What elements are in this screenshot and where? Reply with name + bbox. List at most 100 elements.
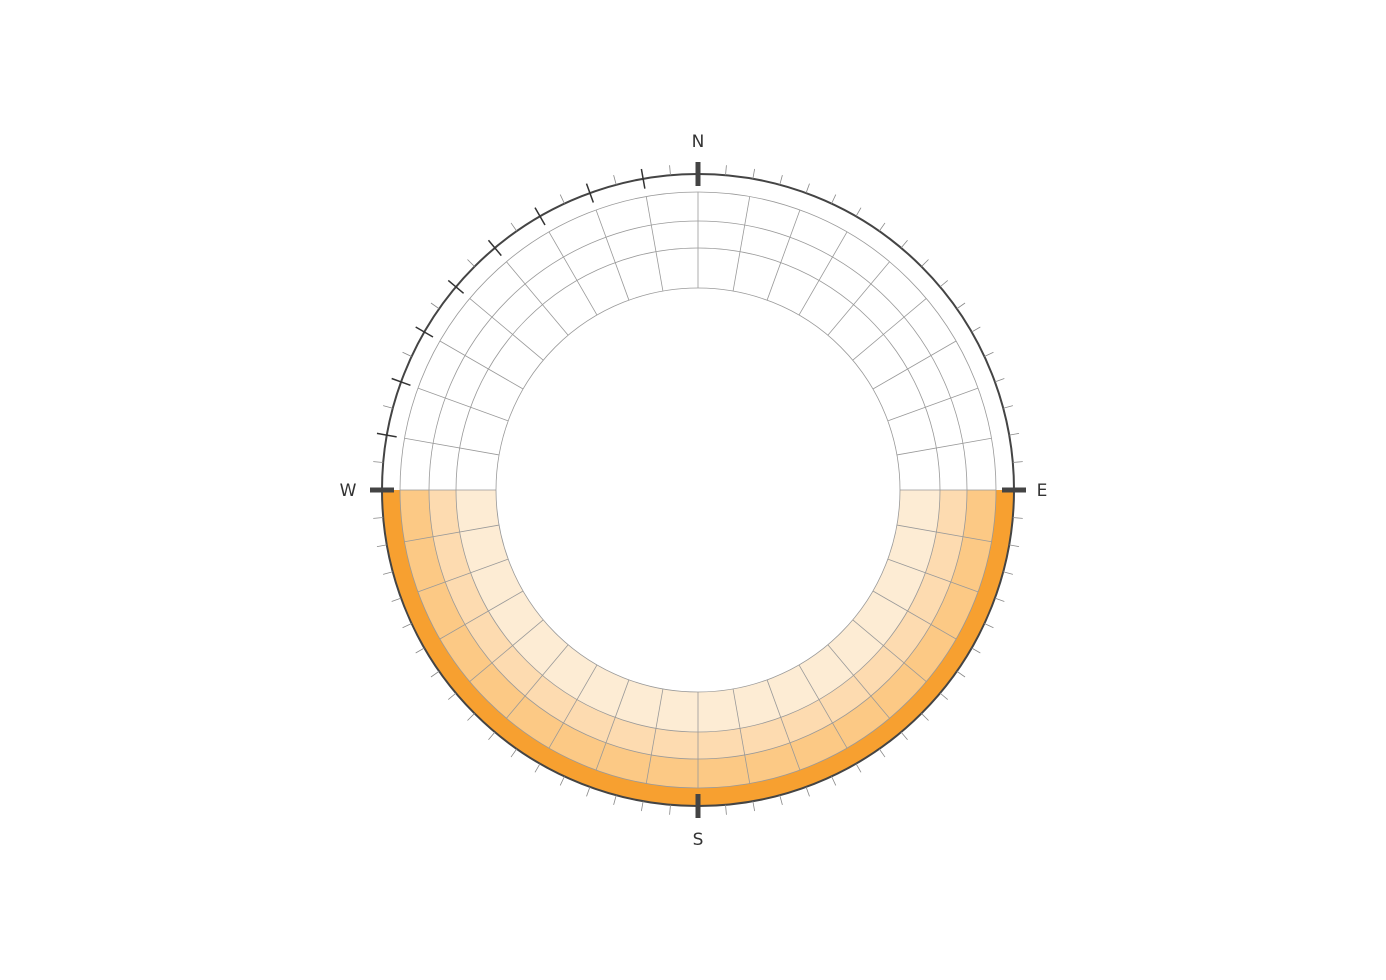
tick — [640, 801, 644, 812]
tick — [878, 222, 886, 232]
ring-fill — [456, 490, 940, 732]
tick — [725, 804, 727, 815]
tick — [559, 194, 565, 204]
tick — [669, 165, 671, 176]
tick — [956, 302, 966, 310]
tick — [921, 713, 929, 721]
grid-spoke — [404, 524, 500, 543]
tick — [534, 207, 546, 226]
tick — [994, 378, 1005, 383]
grid-spoke — [896, 437, 992, 456]
tick — [1012, 517, 1023, 519]
tick — [376, 544, 387, 548]
tick — [831, 776, 837, 786]
tick — [878, 748, 886, 758]
tick — [855, 763, 862, 773]
grid-spoke — [732, 196, 751, 292]
tick — [971, 647, 981, 654]
tick — [467, 713, 475, 721]
grid-spoke — [506, 261, 569, 336]
tick — [430, 302, 440, 310]
grid-spoke — [404, 437, 500, 456]
tick — [376, 432, 397, 438]
tick — [383, 405, 393, 409]
tick — [1009, 544, 1020, 548]
tick — [779, 175, 783, 185]
tick — [779, 795, 783, 805]
grid-spoke — [439, 590, 524, 640]
grid-ring — [495, 287, 901, 693]
tick — [467, 259, 475, 267]
tick — [586, 786, 591, 797]
tick — [994, 597, 1005, 602]
grid-spoke — [827, 644, 890, 719]
tick — [921, 259, 929, 267]
tick — [725, 165, 727, 176]
tick — [831, 194, 837, 204]
grid-spoke — [732, 688, 751, 784]
grid-spoke — [766, 679, 801, 771]
grid-spoke — [506, 644, 569, 719]
tick — [383, 571, 393, 575]
grid-spoke — [469, 298, 544, 361]
grid-spoke — [595, 679, 630, 771]
grid-spoke — [548, 231, 598, 316]
grid-spoke — [766, 209, 801, 301]
tick — [613, 175, 617, 185]
grid-spoke — [798, 231, 848, 316]
grid-spoke — [872, 340, 957, 390]
tick — [402, 351, 412, 357]
tick — [534, 763, 541, 773]
tick — [939, 280, 948, 288]
tick — [971, 326, 981, 333]
tick — [752, 168, 756, 179]
west-label: W — [340, 481, 357, 501]
east-label: E — [1037, 481, 1048, 501]
grid-spoke — [595, 209, 630, 301]
grid-spoke — [548, 664, 598, 749]
tick — [373, 517, 384, 519]
grid-spoke — [887, 558, 979, 593]
tick — [585, 183, 595, 203]
tick — [415, 326, 434, 338]
tick — [900, 240, 908, 249]
tick — [613, 795, 617, 805]
tick — [1003, 571, 1013, 575]
north-label: N — [692, 132, 705, 152]
grid-spoke — [439, 340, 524, 390]
grid-spoke — [852, 619, 927, 682]
tick — [1003, 405, 1013, 409]
grid-spoke — [827, 261, 890, 336]
ring-fill — [429, 490, 967, 759]
grid-spoke — [887, 387, 979, 422]
grid-spoke — [798, 664, 848, 749]
tick — [939, 692, 948, 700]
grid-spoke — [645, 196, 664, 292]
tick — [855, 207, 862, 217]
tick — [430, 670, 440, 678]
grid-spoke — [896, 524, 992, 543]
tick — [984, 351, 994, 357]
tick — [391, 377, 411, 387]
tick — [510, 748, 518, 758]
tick — [805, 786, 810, 797]
tick — [900, 731, 908, 740]
tick — [415, 647, 425, 654]
tick — [559, 776, 565, 786]
tick — [448, 692, 457, 700]
tick — [984, 623, 994, 629]
tick — [391, 597, 402, 602]
grid-spoke — [872, 590, 957, 640]
grid-spoke — [645, 688, 664, 784]
south-label: S — [693, 830, 704, 850]
tick — [805, 183, 810, 194]
tick — [510, 222, 518, 232]
tick — [447, 279, 465, 294]
tick — [956, 670, 966, 678]
grid-spoke — [417, 558, 509, 593]
tick — [488, 731, 496, 740]
grid-spoke — [469, 619, 544, 682]
tick — [487, 239, 502, 257]
tick — [1012, 461, 1023, 463]
grid-spoke — [417, 387, 509, 422]
